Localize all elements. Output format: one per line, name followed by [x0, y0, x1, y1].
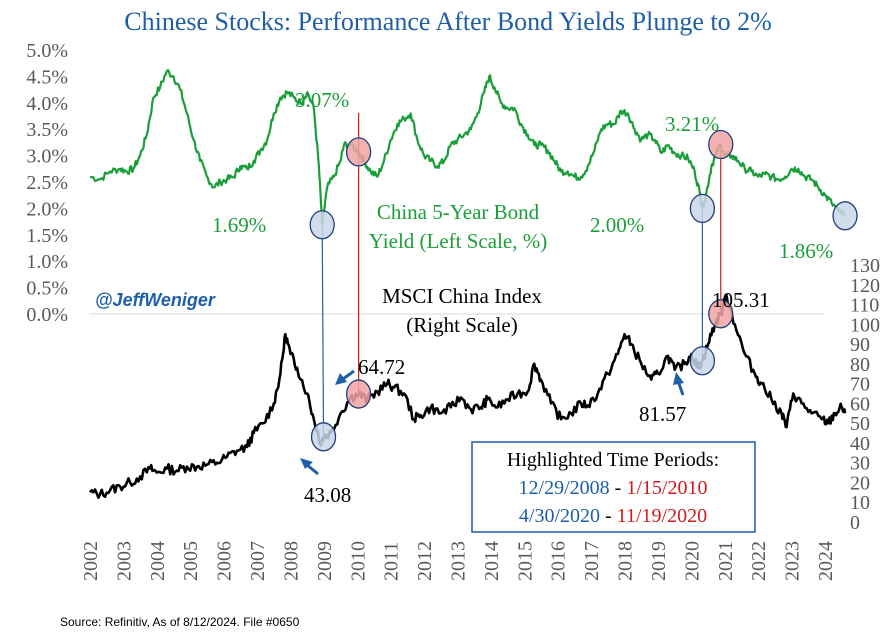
x-tick-label: 2024 — [815, 541, 837, 581]
x-tick-label: 2002 — [80, 541, 102, 581]
right-tick-label: 90 — [850, 334, 870, 356]
left-tick-label: 1.5% — [26, 225, 68, 247]
legend-period-2: 4/30/2020 - 11/19/2020 — [519, 505, 707, 527]
legend-period-2-start: 4/30/2020 — [519, 505, 600, 527]
highlight-connectors — [321, 113, 722, 437]
author-handle: @JeffWeniger — [95, 290, 216, 310]
left-tick-label: 0.5% — [26, 278, 68, 300]
right-tick-label: 100 — [850, 314, 880, 336]
highlight-marker-8 — [689, 346, 716, 376]
left-tick-label: 3.5% — [26, 119, 68, 141]
legend-period-1: 12/29/2008 - 1/15/2010 — [519, 477, 708, 499]
right-tick-label: 80 — [850, 354, 870, 376]
x-tick-label: 2019 — [648, 541, 670, 581]
left-tick-label: 2.0% — [26, 198, 68, 220]
label-msci-2020-low: 81.57 — [639, 402, 686, 426]
highlight-marker-2 — [345, 137, 372, 167]
annotation-arrows — [300, 369, 685, 476]
label-yield-2024: 1.86% — [779, 239, 833, 263]
right-tick-label: 40 — [850, 433, 870, 455]
left-tick-label: 2.5% — [26, 172, 68, 194]
highlight-marker-5 — [832, 201, 858, 231]
x-tick-label: 2012 — [414, 541, 436, 581]
x-tick-label: 2014 — [481, 541, 503, 581]
label-msci-2010: 64.72 — [358, 355, 405, 379]
left-tick-label: 5.0% — [26, 40, 68, 62]
arrow-43-icon — [300, 458, 319, 476]
highlight-marker-6 — [310, 422, 337, 452]
source-note: Source: Refinitiv, As of 8/12/2024. File… — [60, 615, 300, 629]
label-yield-2010: 3.07% — [295, 88, 349, 112]
legend-period-2-end: 11/19/2020 — [617, 505, 707, 527]
arrow-81-icon — [673, 372, 685, 396]
highlight-marker-9 — [708, 299, 734, 329]
highlight-legend: Highlighted Time Periods: 12/29/2008 - 1… — [471, 441, 756, 533]
x-axis: 2002 2003 2004 2005 2006 2007 2008 2009 2010 2011… — [80, 541, 837, 581]
x-tick-label: 2009 — [314, 541, 336, 581]
right-tick-label: 30 — [850, 453, 870, 475]
msci-series-label-line1: MSCI China Index — [382, 284, 542, 308]
x-tick-label: 2005 — [180, 541, 202, 581]
left-axis: 0.0% 0.5% 1.0% 1.5% 2.0% 2.5% 3.0% 3.5% 4.0% 4.5%… — [26, 40, 68, 326]
x-tick-label: 2018 — [615, 541, 637, 581]
right-tick-label: 70 — [850, 374, 870, 396]
legend-period-2-sep: - — [600, 505, 617, 527]
x-tick-label: 2017 — [581, 541, 603, 581]
x-tick-label: 2015 — [514, 541, 536, 581]
x-tick-label: 2007 — [247, 541, 269, 581]
x-tick-label: 2020 — [681, 541, 703, 581]
label-yield-2008: 1.69% — [212, 213, 266, 237]
x-tick-label: 2023 — [782, 541, 804, 581]
highlight-markers — [309, 129, 858, 452]
legend-frame — [471, 441, 756, 533]
highlight-marker-3 — [689, 193, 716, 224]
left-tick-label: 4.0% — [26, 93, 68, 115]
right-tick-label: 130 — [850, 255, 880, 277]
legend-title: Highlighted Time Periods: — [507, 449, 719, 471]
highlight-marker-4 — [708, 129, 734, 160]
arrow-64-icon — [335, 369, 355, 385]
legend-period-1-sep: - — [610, 477, 627, 499]
x-tick-label: 2003 — [113, 541, 135, 581]
highlight-marker-1 — [309, 210, 335, 240]
yield-series-label-line1: China 5-Year Bond — [377, 200, 540, 224]
highlight-marker-7 — [345, 379, 372, 409]
yield-series-label-line2: Yield (Left Scale, %) — [369, 229, 547, 253]
right-tick-label: 10 — [850, 492, 870, 514]
msci-series-label-line2: (Right Scale) — [406, 313, 517, 337]
right-tick-label: 110 — [850, 295, 879, 317]
x-tick-label: 2006 — [214, 541, 236, 581]
left-tick-label: 0.0% — [26, 304, 68, 326]
x-tick-label: 2010 — [347, 541, 369, 581]
left-tick-label: 3.0% — [26, 146, 68, 168]
legend-period-1-start: 12/29/2008 — [519, 477, 610, 499]
label-yield-2020-low: 2.00% — [590, 213, 644, 237]
label-yield-2020-high: 3.21% — [665, 112, 719, 136]
left-tick-label: 1.0% — [26, 251, 68, 273]
label-msci-2020-high: 105.31 — [712, 288, 770, 312]
chart-title: Chinese Stocks: Performance After Bond Y… — [124, 7, 772, 36]
legend-period-1-end: 1/15/2010 — [626, 477, 707, 499]
right-tick-label: 0 — [850, 512, 860, 534]
x-tick-label: 2016 — [548, 541, 570, 581]
right-tick-label: 120 — [850, 275, 880, 297]
left-tick-label: 4.5% — [26, 66, 68, 88]
right-tick-label: 60 — [850, 393, 870, 415]
x-tick-label: 2004 — [147, 541, 169, 581]
right-tick-label: 50 — [850, 413, 870, 435]
x-tick-label: 2013 — [448, 541, 470, 581]
connector-line-1 — [321, 224, 325, 437]
x-tick-label: 2022 — [748, 541, 770, 581]
x-tick-label: 2021 — [715, 541, 737, 581]
label-msci-2008: 43.08 — [304, 483, 351, 507]
x-tick-label: 2011 — [381, 542, 403, 581]
x-tick-label: 2008 — [280, 541, 302, 581]
right-tick-label: 20 — [850, 472, 870, 494]
